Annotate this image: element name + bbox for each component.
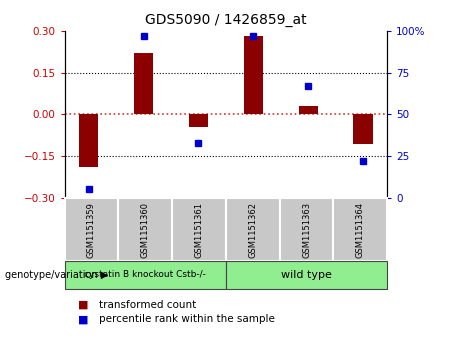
Text: GSM1151361: GSM1151361	[195, 202, 203, 258]
Text: GSM1151359: GSM1151359	[87, 202, 96, 258]
Bar	[134, 53, 153, 114]
Text: GSM1151360: GSM1151360	[141, 202, 150, 258]
Text: genotype/variation ▶: genotype/variation ▶	[5, 270, 108, 280]
Text: wild type: wild type	[281, 270, 332, 280]
Text: GSM1151364: GSM1151364	[356, 202, 365, 258]
Title: GDS5090 / 1426859_at: GDS5090 / 1426859_at	[145, 13, 307, 27]
Bar	[354, 114, 372, 143]
Bar	[299, 106, 318, 114]
Text: percentile rank within the sample: percentile rank within the sample	[99, 314, 275, 325]
Bar	[244, 36, 263, 114]
Text: GSM1151362: GSM1151362	[248, 202, 257, 258]
Bar	[79, 114, 98, 167]
Text: GSM1151363: GSM1151363	[302, 201, 311, 258]
Text: transformed count: transformed count	[99, 300, 196, 310]
Text: cystatin B knockout Cstb-/-: cystatin B knockout Cstb-/-	[84, 270, 206, 280]
Bar	[189, 114, 208, 127]
Text: ■: ■	[78, 314, 88, 325]
Text: ■: ■	[78, 300, 88, 310]
